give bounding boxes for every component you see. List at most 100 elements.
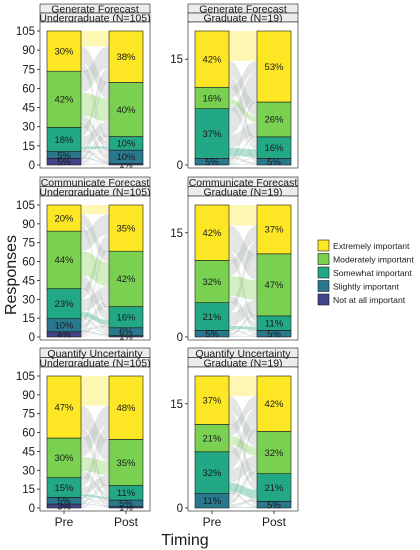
y-tick-label: 15 [170,399,183,411]
row-strip-label: Generate Forecast [51,4,139,16]
pre-segment-moderately [46,70,82,128]
post-label-slightly: 5% [267,329,281,340]
flow-somewhat-to-extremely [81,234,109,300]
flow-not-at-all-to-somewhat [81,326,109,337]
post-label-moderately: 47% [264,280,284,291]
flow-moderately-to-moderately [229,276,257,300]
col-strip-label: Graduate (N=19) [203,186,282,198]
post-label-somewhat: 21% [264,483,284,494]
flow-extremely-to-slightly [229,257,257,334]
y-tick-label: 90 [22,219,35,231]
flow-extremely-to-extremely [229,31,257,61]
y-tick-label: 30 [22,122,35,134]
pre-label-moderately: 16% [202,93,222,104]
flow-extremely-to-extremely [81,376,109,406]
flow-slightly-to-not-at-all [81,503,109,508]
row-strip-label: Quantify Uncertainty [195,348,291,360]
pre-label-not-at-all: 5% [57,157,71,168]
flow-extremely-to-extremely [229,205,257,226]
flow-somewhat-to-somewhat [229,482,257,499]
y-tick-label: 105 [16,200,35,212]
x-tick-label: Pre [55,515,74,529]
post-segment-extremely [256,204,292,255]
pre-bar: 5%5% 18% 42% 30% [46,30,82,168]
flow-moderately-to-not-at-all [81,288,109,337]
col-strip-label: Undergraduate (N=105) [39,186,150,198]
col-strip-label: Undergraduate (N=105) [39,357,150,369]
pre-segment-extremely [46,30,82,72]
flow-moderately-to-slightly [229,107,257,163]
flow-moderately-to-slightly [81,475,109,506]
post-label-moderately: 40% [116,105,136,116]
pre-segment-somewhat [194,108,230,159]
flow-extremely-to-somewhat [81,427,109,493]
flow-somewhat-to-slightly [81,316,109,335]
flow-slightly-to-somewhat [229,329,257,337]
flow-somewhat-to-slightly [81,148,109,163]
flow-moderately-to-not-at-all [81,126,109,165]
y-tick-label: 45 [22,446,35,458]
post-bar: 1%6% 16% 42% 35% [108,204,144,343]
legend-label: Not at all important [333,295,406,305]
pre-segment-moderately [46,230,82,289]
flow-extremely-to-slightly [81,66,109,155]
flow-somewhat-to-moderately [229,299,257,326]
flow-not-at-all-to-moderately [81,133,109,164]
pre-label-slightly: 5% [205,329,219,340]
flow-somewhat-to-extremely [229,241,257,313]
flow-moderately-to-extremely [81,405,109,458]
post-label-not-at-all: 1% [119,332,133,343]
flow-somewhat-to-somewhat [81,146,109,149]
col-strip-label: Undergraduate (N=105) [39,13,150,25]
flow-somewhat-to-moderately [81,474,109,495]
legend: Extremely important Moderately important S… [317,239,414,306]
x-axis-title: Timing [161,532,208,549]
y-tick-label: 60 [22,257,35,269]
flow-extremely-to-somewhat [229,251,257,322]
flow-not-at-all-to-extremely [81,249,109,334]
flow-slightly-to-somewhat [229,157,257,165]
post-bar: 5%11% 47% 37% [256,204,292,340]
flow-moderately-to-moderately [229,435,257,456]
alluvial-flows [81,376,109,508]
flow-somewhat-to-not-at-all [81,318,109,337]
pre-bar: 5% 37% 16% 42% [194,30,230,168]
flow-extremely-to-moderately [229,396,257,447]
post-segment-extremely [108,375,144,440]
flow-slightly-to-extremely [81,244,109,324]
pre-segment-extremely [194,30,230,88]
pre-label-slightly: 5% [205,157,219,168]
y-tick-label: 90 [22,390,35,402]
pre-label-extremely: 47% [54,402,74,413]
flow-moderately-to-slightly [229,450,257,506]
flow-moderately-to-moderately [229,98,257,123]
pre-segment-extremely [46,375,82,439]
y-tick-label: 45 [22,103,35,115]
pre-label-extremely: 20% [54,213,74,224]
legend-label: Extremely important [333,241,410,251]
flow-somewhat-to-not-at-all [81,151,109,165]
pre-segment-extremely [46,204,82,232]
flow-slightly-to-slightly [81,157,109,163]
flow-extremely-to-extremely [229,376,257,397]
flow-somewhat-to-moderately [229,122,257,148]
pre-bar: 4%10% 23% 44% 20% [46,204,82,341]
flow-slightly-to-extremely [229,98,257,162]
pre-segment-moderately [194,424,230,453]
pre-segment-somewhat [194,451,230,494]
pre-label-somewhat: 23% [54,299,74,310]
legend-label: Somewhat important [333,268,412,278]
post-label-extremely: 35% [116,223,136,234]
pre-bar: 3%5% 15% 30% 47% [46,375,82,512]
flow-slightly-to-moderately [229,135,257,164]
col-strip-label: Graduate (N=19) [203,13,282,25]
y-tick-label: 60 [22,83,35,95]
flow-not-at-all-to-slightly [81,335,109,337]
post-label-extremely: 42% [264,399,284,410]
pre-label-not-at-all: 3% [57,501,71,512]
flow-moderately-to-extremely [81,214,109,252]
x-tick-label: Post [262,515,287,529]
col-strip-label: Graduate (N=19) [203,357,282,369]
